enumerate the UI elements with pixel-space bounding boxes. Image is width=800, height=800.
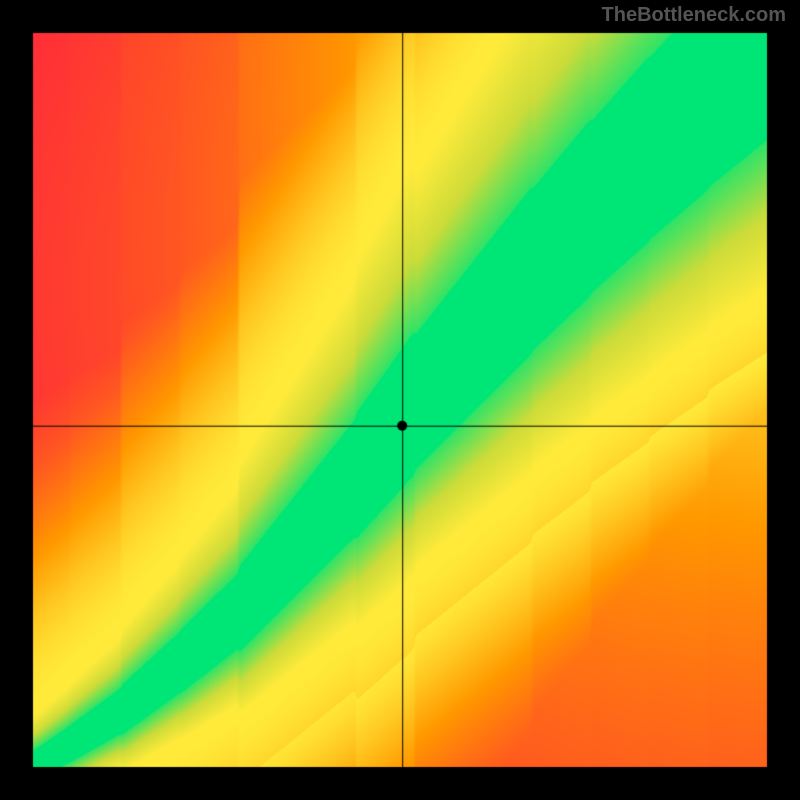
heatmap-canvas	[0, 0, 800, 800]
watermark-text: TheBottleneck.com	[602, 4, 786, 27]
chart-container: TheBottleneck.com	[0, 0, 800, 800]
